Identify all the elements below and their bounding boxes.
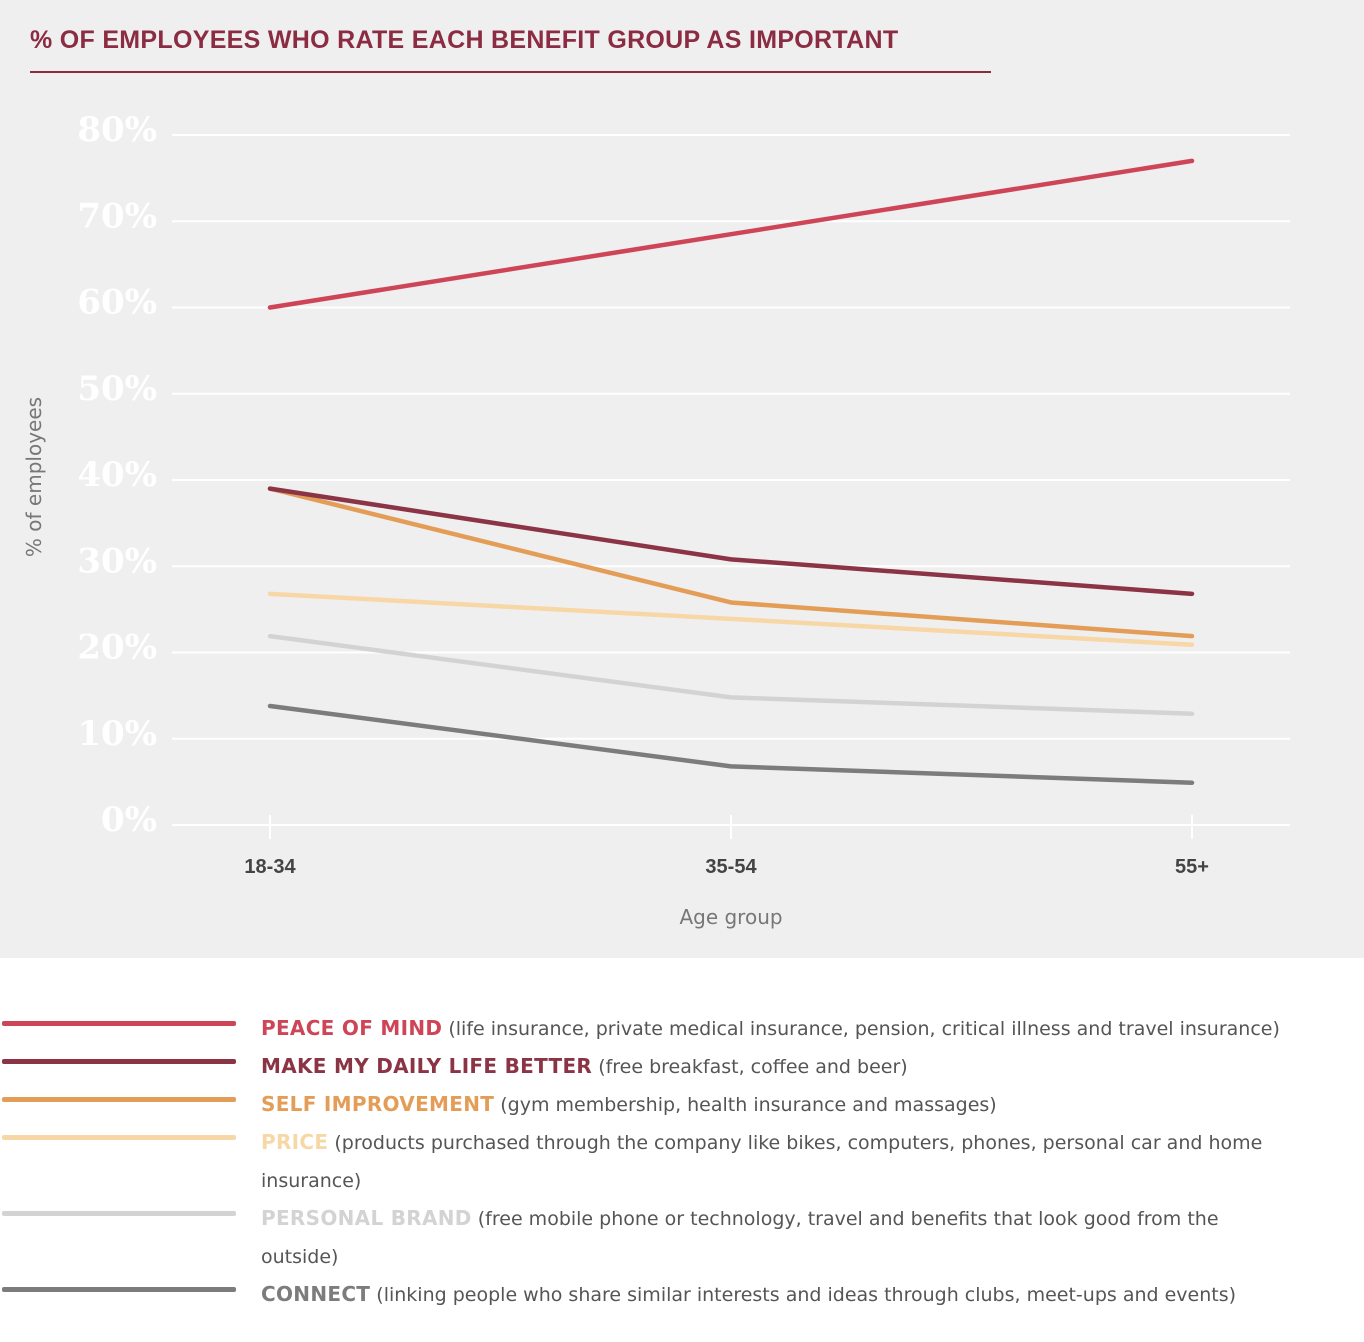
legend-series-name: PERSONAL BRAND: [261, 1206, 472, 1230]
line-chart: 0% 10% 20% 30% 40% 50% 60% 70% 80% 18-34 35-54 55+…: [22, 110, 1290, 929]
chart-title: % OF EMPLOYEES WHO RATE EACH BENEFIT GRO…: [30, 26, 899, 54]
y-tick-label: 60%: [77, 283, 157, 323]
chart-panel: % OF EMPLOYEES WHO RATE EACH BENEFIT GRO…: [0, 0, 1364, 958]
y-tick-label: 50%: [77, 369, 157, 409]
legend-text: CONNECT (linking people who share simila…: [261, 1275, 1361, 1314]
legend-series-name: CONNECT: [261, 1282, 371, 1306]
y-tick-label: 40%: [77, 455, 157, 495]
x-tick-label: 35-54: [705, 856, 757, 878]
legend-entry: PEACE OF MIND (life insurance, private m…: [0, 1006, 1364, 1044]
y-tick-label: 70%: [77, 196, 157, 236]
legend-swatch: [2, 1287, 236, 1292]
series-line-self-improvement: [267, 486, 1195, 639]
x-tick-label: 55+: [1175, 856, 1209, 878]
legend-swatch: [2, 1211, 236, 1216]
series-line-peace-of-mind: [267, 158, 1195, 310]
series-line-make-my-daily-life-better: [267, 486, 1195, 597]
x-tick-label: 18-34: [244, 856, 296, 878]
legend-text: MAKE MY DAILY LIFE BETTER (free breakfas…: [261, 1047, 1361, 1086]
legend-text: SELF IMPROVEMENT (gym membership, health…: [261, 1085, 1361, 1124]
legend-series-name: PEACE OF MIND: [261, 1016, 443, 1040]
legend-swatch: [2, 1021, 236, 1026]
grid-lines: [172, 134, 1290, 826]
series-line-price: [267, 591, 1195, 647]
legend-series-description: (linking people who share similar intere…: [376, 1284, 1237, 1306]
legend: PEACE OF MIND (life insurance, private m…: [0, 1006, 1364, 1310]
series-line-connect: [267, 703, 1195, 785]
series-lines: [267, 158, 1195, 785]
legend-series-description: (gym membership, health insurance and ma…: [500, 1094, 997, 1116]
y-tick-labels: 0% 10% 20% 30% 40% 50% 60% 70% 80%: [77, 110, 157, 840]
y-tick-label: 20%: [77, 628, 157, 668]
legend-series-description: (free breakfast, coffee and beer): [598, 1056, 908, 1078]
legend-series-description: (products purchased through the company …: [261, 1132, 1263, 1192]
y-tick-label: 0%: [101, 800, 157, 840]
legend-series-name: SELF IMPROVEMENT: [261, 1092, 495, 1116]
legend-series-description: (life insurance, private medical insuran…: [448, 1018, 1280, 1040]
series-line-personal-brand: [267, 633, 1195, 716]
title-underline: [30, 71, 991, 73]
legend-swatch: [2, 1097, 236, 1102]
legend-text: PEACE OF MIND (life insurance, private m…: [261, 1009, 1361, 1048]
x-tick-labels: 18-34 35-54 55+: [244, 815, 1209, 878]
y-tick-label: 10%: [77, 714, 157, 754]
legend-series-name: PRICE: [261, 1130, 329, 1154]
legend-series-name: MAKE MY DAILY LIFE BETTER: [261, 1054, 593, 1078]
y-tick-label: 80%: [77, 110, 157, 150]
legend-entry: CONNECT (linking people who share simila…: [0, 1272, 1364, 1310]
legend-text: PRICE (products purchased through the co…: [261, 1123, 1321, 1200]
legend-text: PERSONAL BRAND (free mobile phone or tec…: [261, 1199, 1301, 1276]
legend-entry: SELF IMPROVEMENT (gym membership, health…: [0, 1082, 1364, 1120]
legend-series-description: (free mobile phone or technology, travel…: [261, 1208, 1219, 1268]
legend-swatch: [2, 1059, 236, 1064]
legend-entry: PERSONAL BRAND (free mobile phone or tec…: [0, 1196, 1364, 1272]
y-axis-label: % of employees: [22, 397, 46, 557]
legend-entry: PRICE (products purchased through the co…: [0, 1120, 1364, 1196]
x-axis-label: Age group: [679, 905, 782, 929]
legend-swatch: [2, 1135, 236, 1140]
legend-entry: MAKE MY DAILY LIFE BETTER (free breakfas…: [0, 1044, 1364, 1082]
y-tick-label: 30%: [77, 541, 157, 581]
